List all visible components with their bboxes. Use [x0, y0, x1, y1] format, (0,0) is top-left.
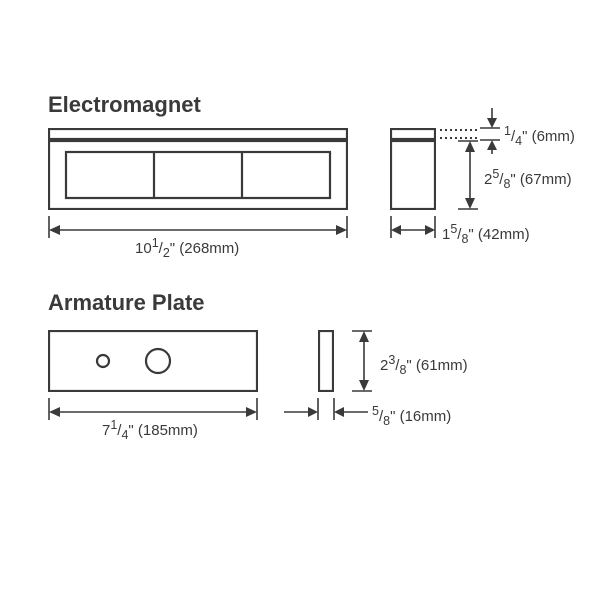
dim-em-depth-label: 15/8" (42mm)	[442, 222, 530, 246]
dim-arm-height-label: 23/8" (61mm)	[380, 353, 468, 377]
arm-side	[318, 330, 334, 392]
dim-em-width-label: 101/2" (268mm)	[135, 236, 239, 260]
em-front-topbar	[48, 128, 348, 140]
dim-arm-width-label: 71/4" (185mm)	[102, 418, 198, 442]
dim-em-depth	[390, 216, 436, 246]
dim-em-height-label: 25/8" (67mm)	[484, 167, 572, 191]
em-side-body	[390, 140, 436, 210]
electromagnet-title: Electromagnet	[48, 92, 201, 118]
dim-em-plate-label: 1/4" (6mm)	[504, 124, 575, 148]
em-front-body	[48, 140, 348, 210]
dim-arm-thick-label: 5/8" (16mm)	[372, 404, 451, 428]
armature-title: Armature Plate	[48, 290, 205, 316]
em-side-topbar	[390, 128, 436, 140]
arm-front	[48, 330, 258, 392]
em-side-dots	[440, 128, 480, 140]
dim-arm-height	[352, 330, 382, 392]
